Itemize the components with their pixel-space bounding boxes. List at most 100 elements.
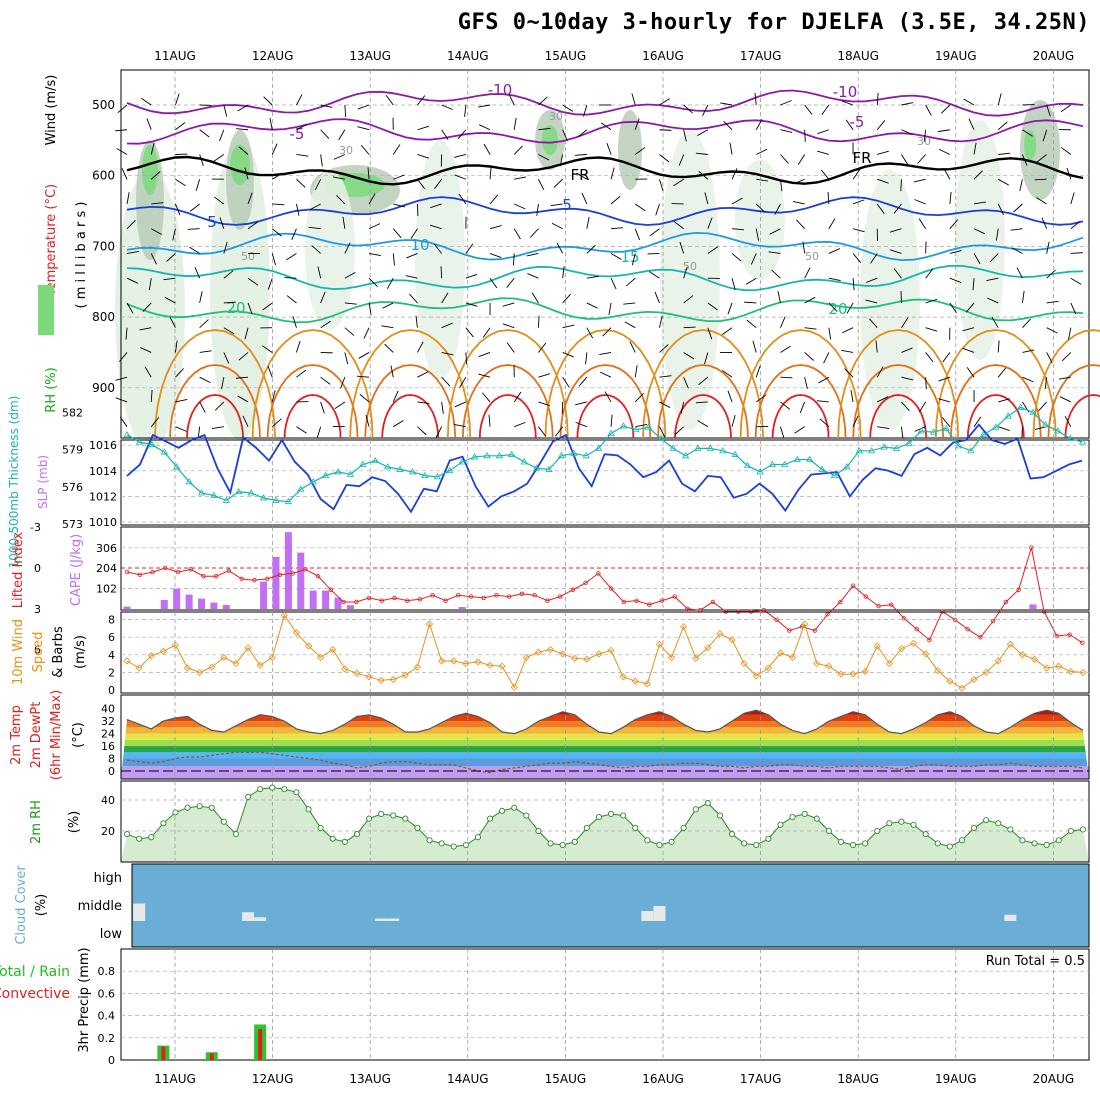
- lifted-index-point: [608, 586, 614, 591]
- wind-speed-point: [776, 649, 785, 657]
- date-label-top: 11AUG: [154, 49, 196, 63]
- cape-bar: [284, 532, 292, 609]
- precip-convective-axis-label: Convective: [0, 986, 70, 1002]
- temperature-tick: 8: [108, 753, 115, 766]
- rh-shading: [660, 130, 720, 430]
- wind-barb: [695, 401, 708, 404]
- wind-barb: [925, 327, 938, 332]
- temperature-band-base: [121, 766, 1089, 779]
- thickness-point: [210, 491, 218, 498]
- rh-point: [583, 824, 590, 831]
- slp-axis-label: SLP (mb): [36, 455, 50, 509]
- lifted-index-tick: 3: [34, 603, 41, 616]
- wind-speed-point: [595, 650, 603, 658]
- lifted-index-point: [430, 593, 435, 598]
- wind-barb: [286, 253, 297, 261]
- wind-barb: [357, 126, 370, 131]
- wind-barb: [780, 316, 786, 328]
- wind-barb: [433, 243, 443, 254]
- wind-barb: [221, 377, 225, 390]
- thickness-point: [793, 455, 801, 462]
- wind-barb: [876, 366, 884, 378]
- temp2m-axis-label-4: (°C): [71, 722, 86, 748]
- wind-barb: [611, 227, 624, 230]
- wind-barb: [459, 376, 467, 388]
- wind-speed-point: [244, 644, 252, 652]
- wind-barb: [586, 216, 590, 229]
- thickness-point: [421, 471, 429, 479]
- rh-shading: [230, 145, 250, 185]
- contour-label: 50: [805, 250, 819, 263]
- lifted-index-point: [150, 569, 155, 575]
- wind-barb: [538, 179, 545, 191]
- rh-point: [825, 827, 832, 835]
- thickness-point: [247, 489, 255, 496]
- wind10m-axis-label-4: (m/s): [73, 635, 88, 669]
- lifted-index-point: [226, 568, 232, 573]
- rh-point: [741, 840, 748, 847]
- wind-barb: [659, 179, 664, 191]
- thickness-point: [805, 455, 814, 462]
- wind-speed-point: [159, 647, 167, 655]
- wind-speed-point: [123, 657, 131, 665]
- slp-tick: 1010: [89, 516, 117, 529]
- wind-speed-point: [196, 668, 204, 676]
- pressure-tick: 600: [92, 169, 115, 183]
- slp-line: [126, 423, 1083, 514]
- thickness-point: [446, 466, 454, 474]
- wind-speed-point: [1030, 655, 1039, 663]
- wind-barb: [659, 344, 669, 353]
- wind-barb: [269, 117, 273, 130]
- wind-barb: [441, 104, 453, 110]
- wind-barb: [237, 395, 249, 403]
- wind-barb: [938, 398, 950, 403]
- wind-barb: [213, 154, 225, 162]
- wind-speed-point: [220, 653, 228, 662]
- wind-barb: [164, 296, 176, 304]
- thickness-point: [582, 452, 590, 459]
- wind-barb: [819, 418, 830, 428]
- date-label-bottom: 12AUG: [252, 1072, 294, 1086]
- lifted-index-point: [710, 599, 716, 605]
- wind-barb: [600, 122, 612, 131]
- wind-barb: [794, 426, 805, 434]
- rh2m-axis-label: 2m RH: [29, 800, 44, 844]
- wind-speed-point: [534, 648, 543, 656]
- wind-barb: [581, 192, 588, 205]
- wind-barb: [914, 426, 926, 432]
- wind-barb: [334, 401, 346, 410]
- rh-point: [644, 837, 651, 844]
- rh-point: [680, 824, 687, 831]
- wind-barb: [538, 315, 540, 328]
- rh-point: [850, 841, 857, 849]
- wind-barb: [1070, 192, 1075, 205]
- lifted-index-point: [838, 599, 843, 605]
- thickness-axis-label: 1000-500mb Thickness (dm): [7, 396, 21, 569]
- rh-point: [511, 804, 518, 811]
- wind-barb: [1046, 327, 1058, 334]
- thickness-point: [867, 447, 876, 454]
- boundary-layer-isotherm: [949, 364, 1042, 439]
- lifted-index-point: [812, 628, 818, 633]
- wind-barb: [1058, 376, 1071, 380]
- wind-barb: [271, 390, 276, 403]
- wind-barb: [333, 154, 346, 160]
- rh-shading: [115, 170, 185, 450]
- wind-barb: [478, 352, 491, 357]
- wind-barb: [139, 327, 152, 331]
- thickness-point: [594, 444, 603, 451]
- wind-barb: [538, 401, 551, 407]
- wind-barb: [828, 327, 832, 340]
- wind-barb: [538, 373, 551, 378]
- chart-title: GFS 0~10day 3-hourly for DJELFA (3.5E, 3…: [457, 10, 1090, 35]
- boundary-layer-isotherm: [966, 394, 1025, 439]
- lifted-index-point: [175, 569, 181, 575]
- wind-barb: [514, 421, 526, 428]
- cape-bar: [309, 590, 317, 609]
- wind-barb: [320, 320, 331, 329]
- rh-point: [486, 815, 494, 822]
- boundary-layer-isotherm: [544, 329, 667, 439]
- wind-barb: [997, 203, 1004, 215]
- lifted-index-point: [379, 598, 384, 603]
- date-label-bottom: 18AUG: [837, 1072, 879, 1086]
